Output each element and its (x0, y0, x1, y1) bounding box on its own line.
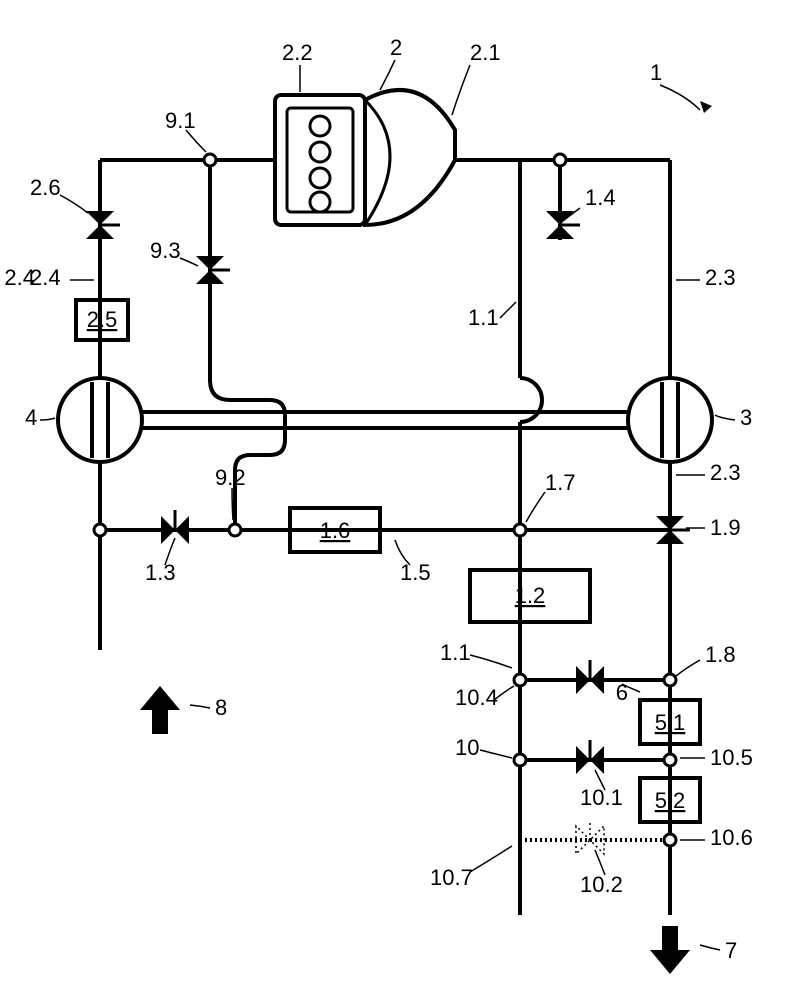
box-5-2-label: 5.2 (655, 788, 686, 813)
lbl-3: 3 (740, 405, 752, 430)
lbl-1-5: 1.5 (400, 560, 431, 585)
lbl-1-7: 1.7 (545, 470, 576, 495)
node-left-530 (94, 524, 106, 536)
leader-lines (40, 60, 735, 950)
lbl-2-2: 2.2 (282, 40, 313, 65)
lbl-2-6: 2.6 (30, 175, 61, 200)
arrowhead-1 (700, 101, 712, 113)
valve-1-4 (546, 211, 580, 239)
lbl-10: 10 (455, 735, 479, 760)
lbl-1-4: 1.4 (585, 185, 616, 210)
lbl-10-5: 10.5 (710, 745, 753, 770)
lbl-1-9: 1.9 (710, 515, 741, 540)
lbl-7: 7 (725, 938, 737, 963)
intake-arrow (140, 686, 180, 734)
valve-2-6 (86, 211, 120, 239)
lbl-2-1: 2.1 (470, 40, 501, 65)
node-1-8 (664, 674, 676, 686)
node-10-4 (514, 674, 526, 686)
engine-dome (365, 90, 455, 225)
node-10-6 (664, 834, 676, 846)
lbl-2: 2 (390, 35, 402, 60)
lbl-10-6: 10.6 (710, 825, 753, 850)
box-5-1-label: 5.1 (655, 710, 686, 735)
lbl-1-8: 1.8 (705, 642, 736, 667)
lbl-10-2: 10.2 (580, 872, 623, 897)
box-2-5-label: 2.5 (87, 307, 118, 332)
schematic-diagram: 2.5 1.6 1.2 5.1 5.2 (0, 0, 794, 1000)
exhaust-arrow (650, 926, 690, 974)
lbl-9-3: 9.3 (150, 238, 181, 263)
engine-block (275, 95, 365, 225)
lbl-2-4x: 2.4 (30, 265, 61, 290)
valve-10-2 (576, 820, 604, 854)
lbl-6: 6 (616, 680, 628, 705)
box-1-6-label: 1.6 (320, 518, 351, 543)
node-top-right (554, 154, 566, 166)
box-1-2-label: 1.2 (515, 583, 546, 608)
valve-10-1 (576, 740, 604, 774)
node-9-1 (204, 154, 216, 166)
node-10-5 (664, 754, 676, 766)
node-1-7 (514, 524, 526, 536)
lbl-9-1: 9.1 (165, 108, 196, 133)
lbl-8: 8 (215, 695, 227, 720)
lbl-10-7: 10.7 (430, 865, 473, 890)
lbl-9-2: 9.2 (215, 465, 246, 490)
lbl-1-1: 1.1 (468, 305, 499, 330)
lbl-1-1b: 1.1 (440, 640, 471, 665)
lbl-10-1: 10.1 (580, 785, 623, 810)
node-9-2 (229, 524, 241, 536)
valve-9-3 (196, 256, 230, 284)
lbl-1-3: 1.3 (145, 560, 176, 585)
turbine-wheel (628, 378, 712, 462)
lbl-10-4: 10.4 (455, 685, 498, 710)
node-10 (514, 754, 526, 766)
lbl-2-3: 2.3 (705, 265, 736, 290)
valve-6 (576, 660, 604, 694)
compressor-wheel (58, 378, 142, 462)
lbl-2-3b: 2.3 (710, 460, 741, 485)
lbl-4: 4 (25, 405, 37, 430)
lbl-1: 1 (650, 60, 662, 85)
